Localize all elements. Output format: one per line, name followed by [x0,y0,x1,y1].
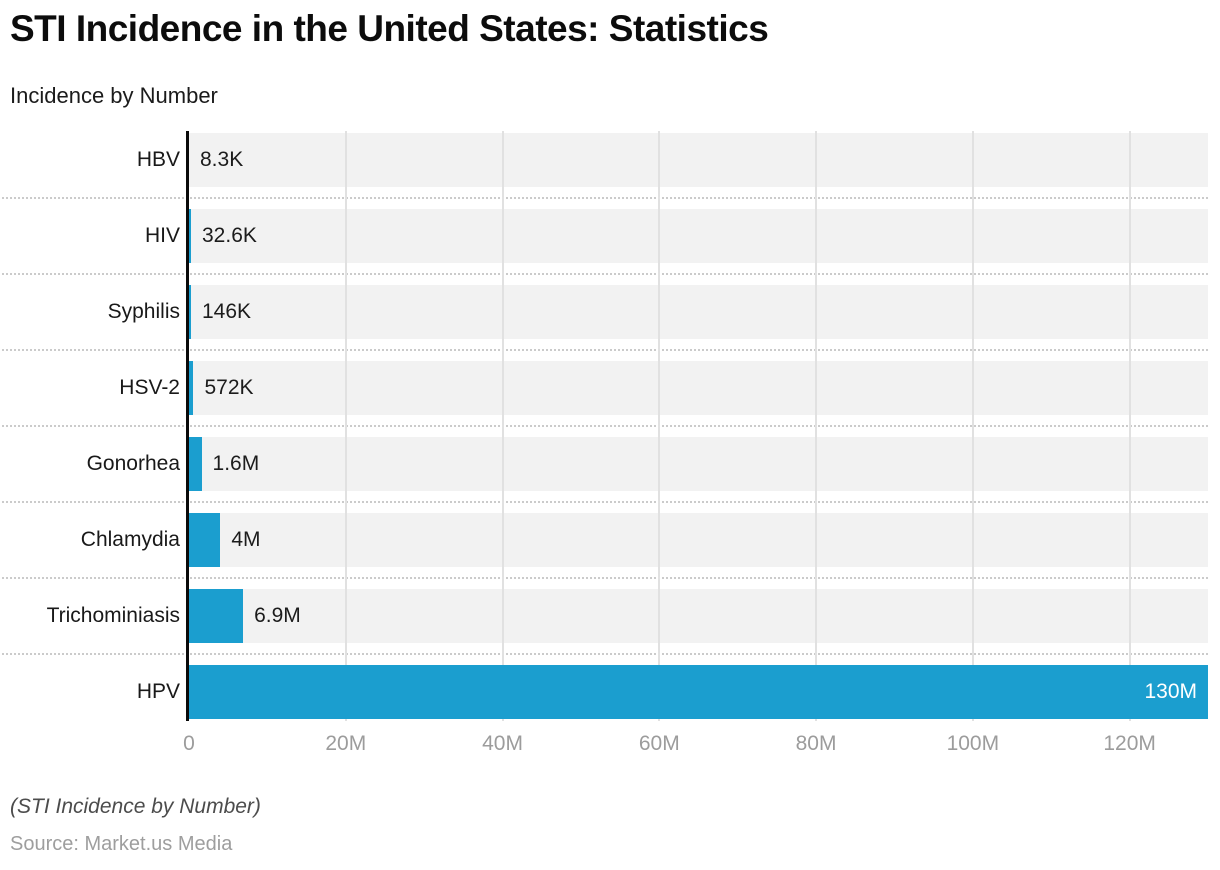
value-label: 32.6K [202,224,257,247]
category-label: Gonorhea [86,452,180,475]
x-tick-label: 40M [482,732,523,755]
bar [189,513,221,567]
bar [189,361,194,415]
bar [189,437,202,491]
bar-track: 130M [189,665,1208,719]
bar-track: 572K [189,361,1208,415]
value-label: 8.3K [200,148,244,171]
x-tick-label: 120M [1103,732,1156,755]
y-axis-line [186,131,189,721]
chart-row: Gonorhea 1.6M [0,426,1208,503]
bar [189,665,1208,719]
page-title: STI Incidence in the United States: Stat… [10,8,769,49]
x-tick-label: 60M [638,732,680,755]
chart-row: HBV 8.3K [0,122,1208,199]
category-label: HIV [144,224,180,247]
bar-rows: HBV 8.3K HIV 32.6K Syphilis 146K HSV-2 572K Gono… [0,122,1208,730]
chart-subtitle: Incidence by Number [10,83,218,108]
category-label: HPV [136,680,180,703]
x-tick-label: 0 [183,732,195,755]
x-tick-label: 80M [795,732,837,755]
bar-track: 8.3K [189,133,1208,187]
bar [189,285,191,339]
chart-row: Syphilis 146K [0,274,1208,351]
category-label: Syphilis [107,300,180,323]
bar-track: 6.9M [189,589,1208,643]
value-label: 1.6M [212,452,260,475]
bar-track: 32.6K [189,209,1208,263]
category-label: Trichominiasis [46,604,180,627]
bar [189,209,191,263]
value-label: 6.9M [254,604,301,627]
value-label: 146K [202,300,252,323]
x-tick-label: 20M [325,732,367,755]
chart-row: HSV-2 572K [0,350,1208,427]
bar-track: 1.6M [189,437,1208,491]
bar [189,589,244,643]
category-label: Chlamydia [80,528,180,551]
bar-track: 146K [189,285,1208,339]
chart-row: HIV 32.6K [0,198,1208,275]
category-label: HBV [136,148,180,171]
chart-row: HPV 130M [0,654,1208,730]
x-axis: 0 20M 40M 60M 80M 100M 120M [0,732,1220,760]
x-tick-label: 100M [946,732,1000,755]
chart-caption: (STI Incidence by Number) [10,795,261,818]
bar-track: 4M [189,513,1208,567]
chart-row: Trichominiasis 6.9M [0,578,1208,655]
category-label: HSV-2 [119,376,180,399]
value-label: 572K [204,376,254,399]
value-label: 4M [231,528,261,551]
chart-source: Source: Market.us Media [10,833,233,855]
value-label: 130M [1144,680,1197,703]
chart-row: Chlamydia 4M [0,502,1208,579]
